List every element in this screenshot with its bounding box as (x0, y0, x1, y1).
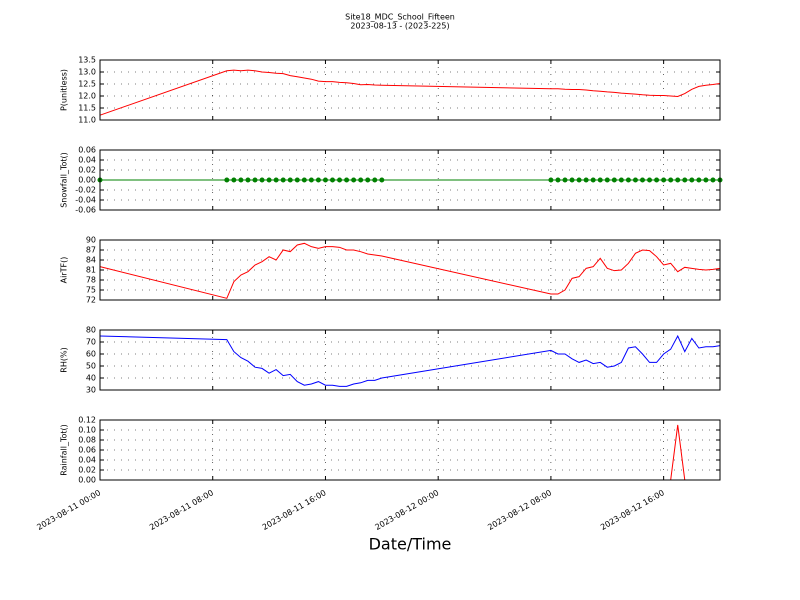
data-point (259, 177, 265, 183)
data-point (315, 177, 321, 183)
data-point (238, 177, 244, 183)
data-point (322, 177, 328, 183)
y-tick-label: 0.02 (78, 166, 96, 175)
y-axis-label: P(unitless) (60, 69, 69, 111)
data-point (287, 177, 293, 183)
data-point (358, 177, 364, 183)
y-tick-label: 0.00 (78, 176, 96, 185)
y-tick-label: 0.04 (78, 156, 96, 165)
data-point (647, 177, 653, 183)
axes-frame (99, 239, 721, 301)
y-tick-label: 0.08 (78, 436, 96, 445)
axes-frame (99, 329, 721, 391)
data-point (231, 177, 237, 183)
data-point (576, 177, 582, 183)
data-point (308, 177, 314, 183)
data-point (597, 177, 603, 183)
data-point (661, 177, 667, 183)
data-point (280, 177, 286, 183)
x-axis-label: Date/Time (369, 535, 452, 554)
data-point (640, 177, 645, 183)
data-point (365, 177, 371, 183)
data-point (632, 177, 638, 183)
data-point (682, 177, 688, 183)
y-tick-label: 0.00 (78, 476, 96, 485)
data-point (604, 177, 610, 183)
data-point (379, 177, 385, 183)
data-line (99, 69, 721, 116)
y-tick-label: 50 (86, 362, 96, 371)
y-tick-label: 40 (86, 374, 96, 383)
y-tick-label: -0.04 (75, 196, 96, 205)
data-point (330, 177, 335, 183)
y-tick-label: 13.0 (78, 68, 96, 77)
data-line (99, 242, 721, 299)
y-tick-label: -0.02 (75, 186, 96, 195)
data-point (273, 177, 279, 183)
y-tick-label: 0.02 (78, 466, 96, 475)
data-point (548, 177, 554, 183)
y-tick-label: 60 (86, 350, 96, 359)
y-tick-label: 0.06 (78, 446, 96, 455)
chart-subtitle: 2023-08-13 - (2023-225) (350, 22, 449, 31)
data-point (689, 177, 695, 183)
data-point (675, 177, 681, 183)
data-point (351, 177, 357, 183)
data-line (99, 334, 721, 387)
data-point (668, 177, 674, 183)
data-point (224, 177, 230, 183)
data-point (245, 177, 251, 183)
data-point (654, 177, 660, 183)
data-point (301, 177, 307, 183)
y-tick-label: 11.0 (78, 116, 96, 125)
data-point (625, 177, 631, 183)
y-tick-label: 72 (86, 296, 96, 305)
y-tick-label: 80 (86, 326, 96, 335)
data-point (372, 177, 378, 183)
y-tick-label: 84 (86, 256, 96, 265)
y-tick-label: 11.5 (78, 104, 96, 113)
y-tick-label: 81 (86, 266, 96, 275)
y-axis-label: Snowfall_Tot() (60, 152, 69, 208)
y-axis-label: AirTF() (60, 257, 69, 284)
data-point (555, 177, 561, 183)
data-point (344, 177, 350, 183)
data-point (266, 177, 272, 183)
y-tick-label: 87 (86, 246, 96, 255)
axes-frame (99, 419, 721, 481)
axes-frame (99, 59, 721, 121)
y-tick-label: 12.5 (78, 80, 96, 89)
y-tick-label: 0.12 (78, 416, 96, 425)
data-point (703, 177, 709, 183)
chart-title: Site18_MDC_School_Fifteen (345, 13, 455, 22)
y-tick-label: 13.5 (78, 56, 96, 65)
data-point (337, 177, 343, 183)
y-tick-label: 0.10 (78, 426, 96, 435)
data-point (710, 177, 716, 183)
y-tick-label: 30 (86, 386, 96, 395)
data-point (562, 177, 568, 183)
axes-frame (99, 149, 721, 211)
data-point (590, 177, 596, 183)
data-point (696, 177, 702, 183)
y-tick-label: 70 (86, 338, 96, 347)
data-point (294, 177, 300, 183)
y-tick-label: 90 (86, 236, 96, 245)
y-tick-label: 0.04 (78, 456, 96, 465)
data-point (252, 177, 258, 183)
data-point (569, 177, 575, 183)
y-tick-label: -0.06 (75, 206, 96, 215)
y-tick-label: 78 (86, 276, 96, 285)
y-axis-label: RH(%) (60, 347, 69, 372)
y-tick-label: 12.0 (78, 92, 96, 101)
y-axis-label: Rainfall_Tot() (60, 424, 69, 476)
y-tick-label: 75 (86, 286, 96, 295)
y-tick-label: 0.06 (78, 146, 96, 155)
data-point (583, 177, 589, 183)
data-point (611, 177, 617, 183)
data-point (618, 177, 624, 183)
